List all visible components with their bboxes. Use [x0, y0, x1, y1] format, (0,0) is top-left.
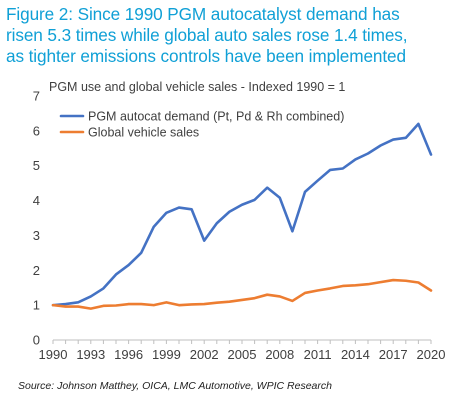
y-tick-label: 5: [33, 158, 40, 173]
y-axis-tick-labels: 0 1 2 3 4 5 6 7: [33, 89, 40, 348]
chart-series: [51, 122, 433, 310]
figure-title: Figure 2: Since 1990 PGM autocatalyst de…: [6, 4, 472, 67]
figure-title-line-3: as tighter emissions controls have been …: [6, 46, 406, 66]
x-tick-label: 2017: [379, 347, 408, 362]
x-tick-label: 2008: [265, 347, 294, 362]
x-tick-label: 2014: [341, 347, 370, 362]
legend-label: PGM autocat demand (Pt, Pd & Rh combined…: [88, 110, 344, 124]
chart-legend: PGM autocat demand (Pt, Pd & Rh combined…: [59, 110, 344, 140]
y-tick-label: 1: [33, 298, 40, 313]
y-tick-label: 4: [33, 193, 40, 208]
x-tick-label: 1993: [76, 347, 105, 362]
x-tick-label: 1990: [39, 347, 68, 362]
figure-title-line-2: risen 5.3 times while global auto sales …: [6, 25, 408, 45]
source-note: Source: Johnson Matthey, OICA, LMC Autom…: [18, 380, 332, 392]
series-line-2: [51, 278, 433, 310]
x-tick-label: 1996: [114, 347, 143, 362]
y-tick-label: 3: [33, 228, 40, 243]
y-tick-label: 0: [33, 333, 40, 348]
y-tick-label: 2: [33, 263, 40, 278]
y-tick-label: 6: [33, 123, 40, 138]
chart-axes: [52, 339, 432, 344]
y-tick-label: 7: [33, 89, 40, 104]
figure-title-line-1: Figure 2: Since 1990 PGM autocatalyst de…: [6, 4, 400, 24]
x-axis-tick-labels: 1990 1993 1996 1999 2002 2005 2008 2011 2014 2017…: [39, 347, 446, 362]
series-line-1: [51, 122, 433, 307]
x-tick-label: 2011: [304, 347, 332, 362]
x-tick-label: 1999: [152, 347, 181, 362]
x-tick-label: 2002: [190, 347, 219, 362]
chart-subtitle: PGM use and global vehicle sales - Index…: [49, 80, 345, 94]
x-tick-label: 2005: [228, 347, 257, 362]
legend-label: Global vehicle sales: [88, 126, 199, 140]
x-tick-label: 2020: [417, 347, 446, 362]
